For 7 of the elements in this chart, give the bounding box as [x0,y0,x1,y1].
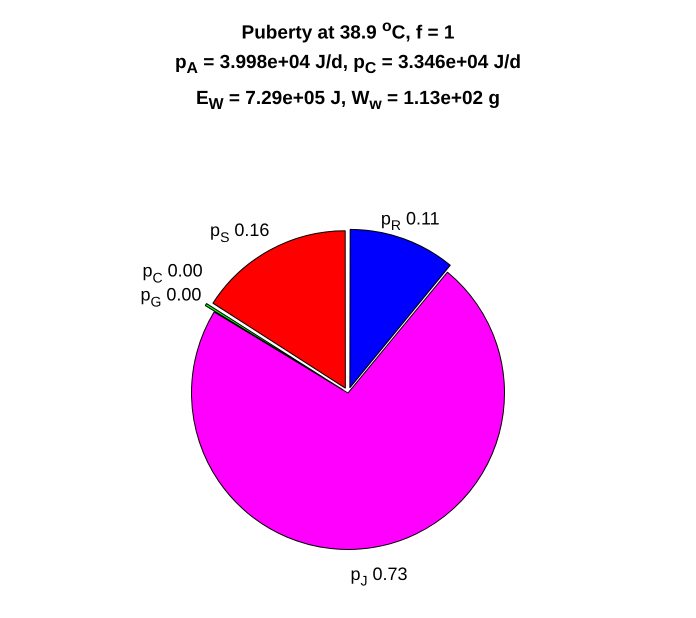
data-label: 0.00 [161,284,202,304]
data-label: 0.11 [400,208,440,228]
data-label: 0.16 [229,220,270,240]
text: 0.00 [168,260,203,280]
chart-title: Puberty at 38.9 $^{o}$C, f = 1 [240,17,456,46]
data-label: 0.73 [368,564,408,584]
text: p$_{A}$ = 3.998e+04 J/d, p$_{C}$ = 3.346e+04 J/d E$_{W}$ = 7.29e+05 J, W$_{w}$ = 1.13e+02 g [174,52,522,113]
